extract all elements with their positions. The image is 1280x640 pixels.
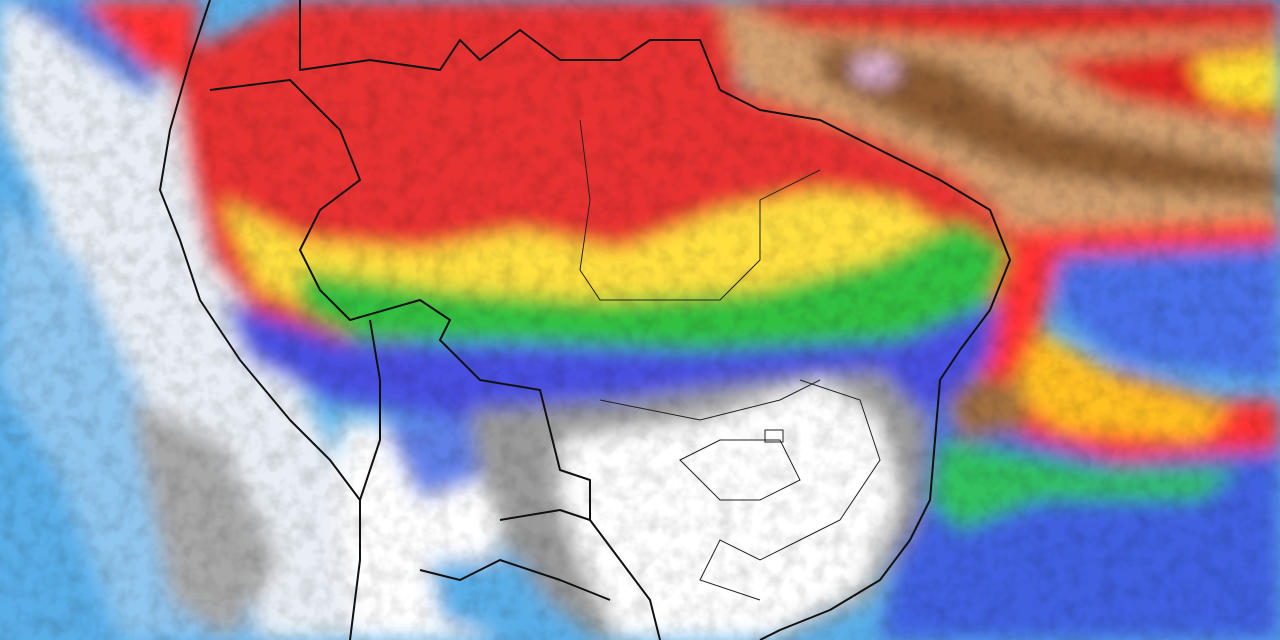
- state-line: [699, 379, 881, 601]
- peru-bolivia-border: [359, 319, 381, 501]
- north-border: [299, 0, 721, 91]
- state-borders: [579, 119, 881, 601]
- brazil-west-border: [209, 79, 661, 640]
- state-line: [579, 119, 821, 301]
- east-coast: [719, 89, 1011, 640]
- state-line: [599, 379, 821, 421]
- borders: [159, 0, 1011, 640]
- federal-district: [764, 429, 784, 443]
- state-line: [679, 439, 801, 501]
- west-coast: [159, 0, 361, 640]
- paraguay-border: [419, 509, 611, 601]
